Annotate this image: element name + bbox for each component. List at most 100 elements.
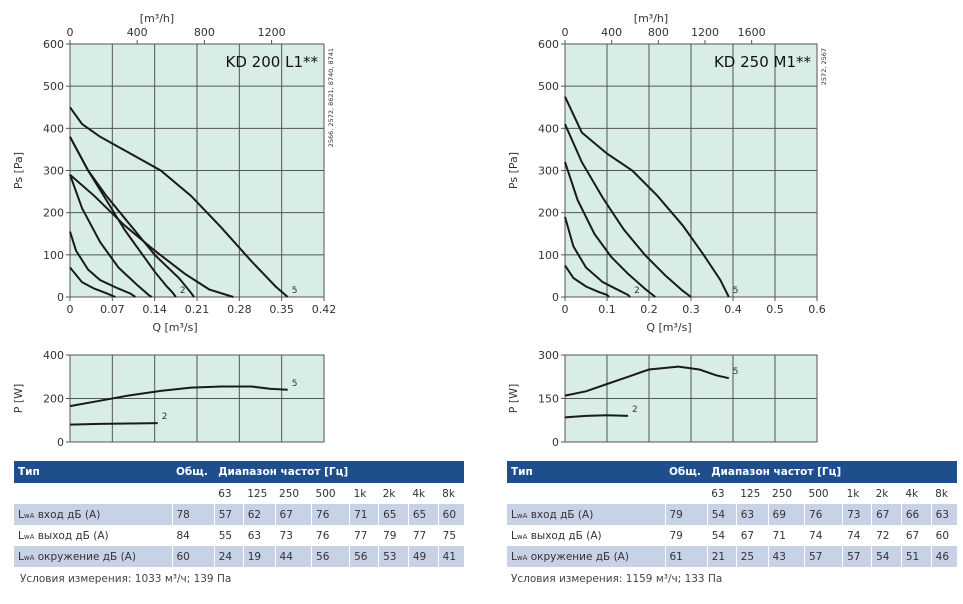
curve-series-3: [69, 266, 116, 298]
band-value: 43: [767, 546, 805, 567]
y-tick-label: 150: [538, 393, 559, 406]
band-value: 67: [735, 525, 769, 546]
freq-label: 1k: [846, 487, 860, 500]
y-tick-label: 300: [538, 349, 559, 362]
freq-row: 63 125 250 500 1k 2k 4k 8k: [507, 483, 957, 504]
left-pressure-chart: 0 100 200 300 400 500 600 Ps [Pa] 0 0.07 0.14 0.21 0…: [12, 12, 336, 334]
empty-cell: [507, 483, 665, 504]
y-tick-label: 500: [538, 80, 559, 93]
curve-5: [564, 365, 730, 397]
empty-cell: [665, 483, 707, 504]
model-title: KD 200 L1**: [226, 53, 319, 71]
y-tick-label: 400: [538, 122, 559, 135]
curve-2: [69, 422, 158, 426]
band-value: 65: [407, 504, 439, 525]
freq-label: 500: [808, 487, 829, 500]
x-tick-label: 0.2: [640, 303, 658, 316]
y-tick-label: 400: [43, 349, 64, 362]
freq-label: 8k: [935, 487, 948, 500]
freq-label: 250: [772, 487, 793, 500]
curve-series-6: [69, 173, 234, 298]
x-tick-label: 0.1: [598, 303, 616, 316]
x-tick-label: 0: [562, 303, 569, 316]
band-value: 55: [213, 525, 244, 546]
band-value: 65: [378, 504, 409, 525]
side-note: 2572, 2567: [820, 48, 828, 85]
band-value: 69: [767, 504, 805, 525]
curve-label-2: 2: [632, 405, 638, 415]
left-conditions: Условия измерения: 1033 м³/ч; 139 Па: [20, 573, 232, 585]
freq-label: 2k: [875, 487, 889, 500]
x-tick-label: 0.07: [100, 303, 125, 316]
x-axis-label: Q [m³/s]: [646, 321, 691, 334]
band-value: 24: [213, 546, 244, 567]
band-value: 25: [735, 546, 769, 567]
y-tick-label: 0: [57, 291, 64, 304]
band-value: 63: [930, 504, 957, 525]
x2-tick-label: 0: [562, 26, 569, 39]
right-sound-table: Тип Общ. Диапазон частот [Гц] 63 125 250 500 1k…: [507, 461, 957, 567]
band-value: 71: [767, 525, 805, 546]
band-value: 54: [706, 525, 737, 546]
table-row: LwA выход дБ (A) 84 55 63 73 76 77 79 77 75: [14, 525, 464, 546]
band-value: 54: [871, 546, 902, 567]
x2-tick-label: 800: [648, 26, 669, 39]
freq-label: 4k: [412, 487, 426, 500]
x2-tick-label: 1200: [258, 26, 286, 39]
freq-label: 1k: [353, 487, 367, 500]
model-title: KD 250 M1**: [714, 53, 812, 71]
x-tick-label: 0.35: [269, 303, 294, 316]
col-type-header: Тип: [507, 461, 665, 483]
freq-label: 125: [247, 487, 268, 500]
x-tick-label: 0.42: [312, 303, 337, 316]
curve-series-2: [564, 161, 656, 298]
curve-5: [564, 96, 730, 298]
x-tick-label: 0.21: [185, 303, 210, 316]
x2-tick-label: 0: [67, 26, 74, 39]
band-value: 63: [242, 525, 276, 546]
y-tick-label: 200: [43, 207, 64, 220]
curve-label-5: 5: [733, 286, 739, 296]
row-label: LwA вход дБ (A): [507, 504, 665, 525]
row-label: LwA вход дБ (A): [14, 504, 172, 525]
y-axis-label: Ps [Pa]: [12, 152, 25, 189]
x2-axis-label: [m³/h]: [634, 12, 668, 25]
y-tick-label: 400: [43, 122, 64, 135]
curve-label-2: 2: [162, 412, 168, 422]
curve-2: [564, 216, 631, 298]
band-value: 56: [349, 546, 379, 567]
x2-tick-label: 800: [194, 26, 215, 39]
curve-series-1: [69, 174, 153, 298]
band-value: 60: [930, 525, 957, 546]
y-tick-label: 200: [538, 207, 559, 220]
band-value: 76: [311, 525, 350, 546]
band-value: 19: [242, 546, 276, 567]
band-value: 49: [407, 546, 439, 567]
band-value: 74: [842, 525, 872, 546]
band-value: 76: [804, 504, 843, 525]
band-value: 73: [274, 525, 312, 546]
x-tick-label: 0.14: [142, 303, 167, 316]
curve-label-5: 5: [292, 379, 298, 389]
row-total: 79: [664, 504, 708, 525]
band-value: 57: [804, 546, 843, 567]
y-tick-label: 100: [43, 249, 64, 262]
band-value: 57: [842, 546, 872, 567]
curve-label-2: 2: [634, 286, 640, 296]
x-tick-label: 0.4: [724, 303, 742, 316]
right-conditions: Условия измерения: 1159 м³/ч; 133 Па: [511, 573, 723, 585]
x2-tick-label: 400: [601, 26, 622, 39]
band-value: 67: [871, 504, 902, 525]
row-total: 78: [171, 504, 215, 525]
table-row: LwA выход дБ (A) 79 54 67 71 74 74 72 67 60: [507, 525, 957, 546]
x-tick-label: 0.6: [808, 303, 826, 316]
band-value: 79: [378, 525, 409, 546]
band-value: 60: [437, 504, 464, 525]
band-value: 51: [900, 546, 932, 567]
band-value: 21: [706, 546, 737, 567]
table-row: LwA окружение дБ (A) 61 21 25 43 57 57 54 51 46: [507, 546, 957, 567]
x2-tick-label: 1200: [691, 26, 719, 39]
x-axis-label: Q [m³/s]: [152, 321, 197, 334]
y-tick-label: 0: [552, 436, 559, 449]
